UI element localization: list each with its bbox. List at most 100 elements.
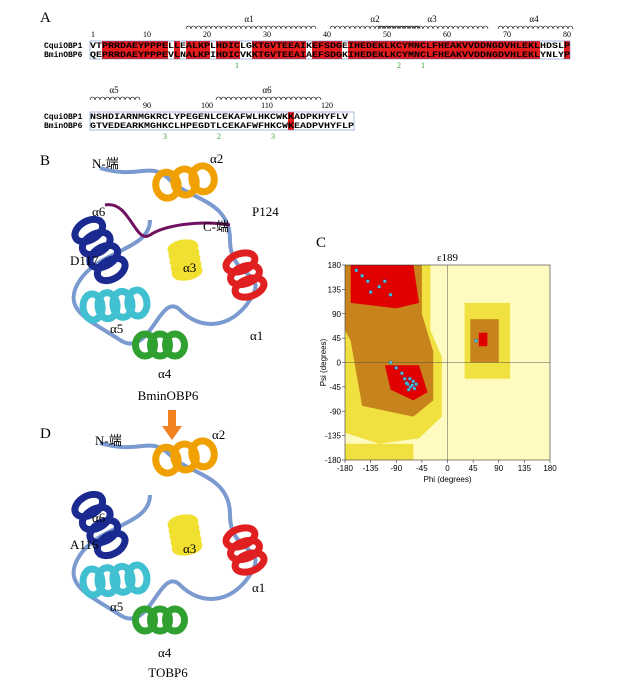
caption: BminOBP6: [138, 388, 199, 403]
conserved-bg: [504, 41, 510, 59]
x-tick-label: 0: [445, 464, 450, 473]
seq-name: BminOBP6: [44, 122, 83, 131]
residue-point: [407, 387, 411, 392]
residue-point: [360, 274, 364, 278]
panel-label: C: [316, 235, 326, 251]
cys-pair: 2: [397, 61, 401, 70]
helix-turn: [222, 249, 259, 276]
residue-point: [411, 379, 415, 384]
conserved-bg: [480, 41, 486, 59]
helix-coil: [329, 25, 421, 30]
residue-point: [410, 383, 414, 387]
residue-number: 1: [91, 30, 95, 39]
helix-coil: [185, 25, 317, 30]
structure-label: α1: [250, 328, 263, 343]
conserved-bg: [360, 41, 366, 59]
helix: [79, 561, 151, 599]
helix-turn: [94, 289, 121, 323]
helix-turn: [170, 165, 200, 199]
conserved-bg: [156, 41, 162, 59]
conserved-bg: [186, 41, 192, 59]
cys-pair: 2: [217, 132, 221, 141]
helix: [152, 437, 218, 477]
helix-turn: [147, 330, 173, 360]
x-tick-label: 45: [469, 464, 478, 473]
helix-turn: [86, 516, 122, 547]
conserved-bg: [216, 41, 222, 59]
conserved-bg: [432, 41, 438, 59]
conserved-bg: [366, 41, 372, 59]
conserved-bg: [438, 41, 444, 59]
residue-number: 90: [143, 101, 151, 110]
residue-number: 60: [443, 30, 451, 39]
helix-turn: [124, 286, 151, 320]
conserved-bg: [234, 41, 240, 59]
y-tick-label: -135: [325, 432, 342, 441]
helix-turn: [227, 261, 263, 289]
residue-point: [354, 268, 359, 273]
residue-point: [408, 377, 412, 381]
helix-coil: [89, 96, 141, 101]
conserved-bg: [282, 41, 288, 59]
helix-turn: [152, 443, 182, 477]
conserved-bg: [372, 41, 378, 59]
helix-coil: [377, 25, 489, 30]
residue-number: 80: [563, 30, 571, 39]
residue-point: [383, 279, 387, 283]
helix-turn: [170, 532, 202, 550]
conserved-bg: [294, 41, 300, 59]
helix-turn: [93, 529, 129, 560]
x-axis-label: Phi (degrees): [423, 475, 471, 484]
y-tick-label: 180: [328, 261, 342, 270]
residue-point: [404, 381, 409, 385]
conserved-bg: [264, 41, 270, 59]
conserved-bg: [132, 41, 138, 59]
helix-coil: [215, 96, 322, 101]
conserved-bg: [270, 41, 276, 59]
region-core: [478, 332, 488, 347]
helix-turn: [162, 330, 188, 360]
conserved-bg: [516, 41, 522, 59]
panel-label: A: [40, 10, 51, 26]
panel-label: B: [40, 153, 50, 169]
conserved-bg: [390, 41, 396, 59]
conserved-bg: [492, 41, 498, 59]
conserved-bg: [120, 41, 126, 59]
structure-label: α6: [92, 510, 106, 525]
conserved-bg: [498, 41, 504, 59]
conserved-bg: [384, 41, 390, 59]
y-tick-label: 45: [332, 334, 341, 343]
cys-pair: 1: [421, 61, 425, 70]
helix-turn: [79, 565, 106, 599]
residue-number: 40: [323, 30, 331, 39]
conserved-bg: [102, 41, 108, 59]
conserved-bg: [114, 41, 120, 59]
structure-label: α3: [183, 541, 196, 556]
cys-pair: 3: [271, 132, 275, 141]
y-tick-label: -180: [325, 456, 342, 465]
conserved-bg: [330, 41, 336, 59]
conserved-bg: [288, 41, 294, 59]
helix-label: α3: [427, 14, 437, 24]
x-tick-label: -90: [390, 464, 402, 473]
structure-label: P124: [252, 204, 279, 219]
caption: TOBP6: [148, 665, 188, 680]
residue-number: 50: [383, 30, 391, 39]
conserved-bg: [510, 41, 516, 59]
helix-turn: [132, 605, 158, 635]
y-tick-label: 135: [328, 285, 342, 294]
residue-point: [388, 293, 393, 297]
y-tick-label: 90: [332, 310, 341, 319]
x-tick-label: 90: [494, 464, 503, 473]
conserved-bg: [288, 112, 294, 130]
conserved-bg: [204, 41, 210, 59]
helix-turn: [231, 274, 268, 301]
conserved-bg: [522, 41, 528, 59]
helix-turn: [109, 562, 136, 596]
helix: [167, 514, 203, 556]
helix-turn: [162, 605, 188, 635]
y-axis-label: Psi (degrees): [319, 338, 328, 386]
conserved-bg: [378, 41, 384, 59]
helix-turn: [170, 257, 202, 275]
